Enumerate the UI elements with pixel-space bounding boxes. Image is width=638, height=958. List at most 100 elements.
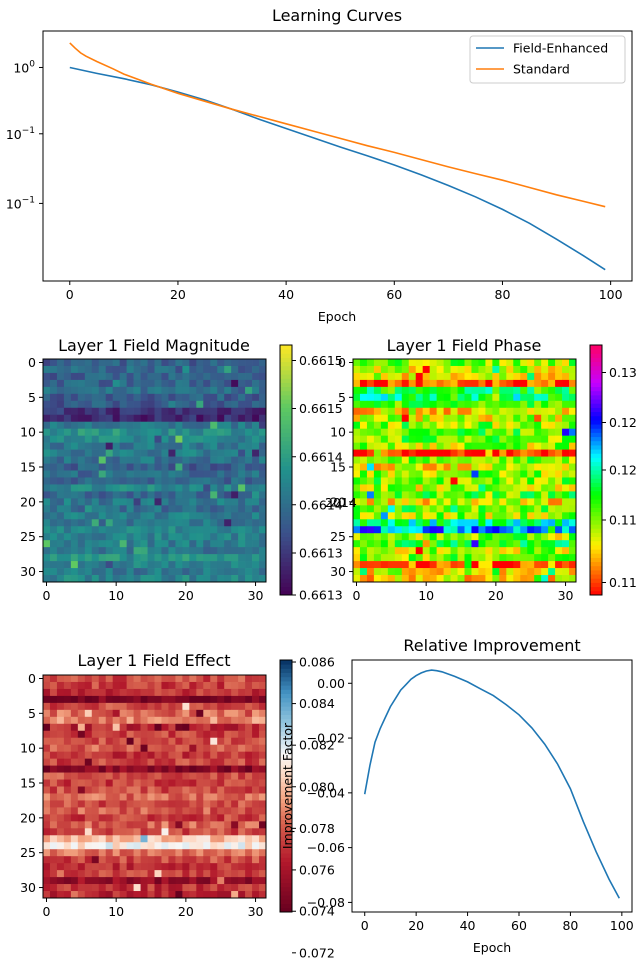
heatmap-cell [387, 575, 396, 583]
y-tick-label: 5 [338, 390, 346, 405]
heatmap-cell [471, 359, 479, 367]
heatmap-cell [259, 554, 267, 562]
heatmap-cell [513, 463, 521, 471]
heatmap-cell [436, 372, 444, 381]
heatmap-cell [140, 414, 148, 423]
heatmap-cell [98, 519, 107, 527]
colorbar-segment [590, 382, 602, 388]
colorbar-segment [590, 590, 602, 596]
heatmap-cell [77, 849, 86, 857]
heatmap-cell [534, 421, 542, 430]
heatmap-cell [252, 814, 260, 822]
heatmap-cell [527, 359, 535, 367]
heatmap-cell [555, 449, 563, 457]
heatmap-cell [217, 442, 225, 450]
heatmap-cell [359, 491, 368, 499]
heatmap-cell [196, 821, 204, 829]
heatmap-cell [77, 807, 86, 815]
heatmap-cell [168, 491, 176, 499]
heatmap-cell [203, 359, 211, 367]
heatmap-cell [196, 491, 204, 499]
heatmap-cell [541, 442, 549, 450]
heatmap-cell [569, 561, 577, 569]
heatmap-cell [238, 400, 246, 409]
heatmap-cell [161, 737, 169, 746]
heatmap-cell [56, 554, 65, 562]
heatmap-cell [161, 709, 169, 718]
heatmap-cell [499, 491, 507, 499]
heatmap-cell [112, 702, 121, 711]
heatmap-cell [112, 442, 121, 450]
heatmap-cell [49, 526, 58, 534]
heatmap-cell [252, 807, 260, 815]
heatmap-cell [140, 470, 148, 478]
heatmap-cell [443, 379, 451, 388]
colorbar-segment [280, 836, 292, 841]
x-tick-label: 40 [278, 287, 294, 302]
heatmap-cell [238, 856, 246, 864]
heatmap-cell [147, 477, 155, 485]
heatmap-cell [56, 877, 65, 885]
heatmap-cell [485, 379, 493, 388]
y-tick-label: −0.06 [307, 840, 345, 855]
heatmap-cell [548, 561, 556, 569]
heatmap-cell [520, 414, 528, 423]
heatmap-cell [217, 688, 225, 697]
heatmap-cell [56, 456, 65, 464]
heatmap-cell [506, 561, 514, 569]
heatmap-cell [252, 456, 260, 464]
heatmap-cell [238, 456, 246, 464]
heatmap-cell [126, 484, 134, 492]
heatmap-cell [231, 758, 239, 766]
heatmap-cell [443, 359, 451, 367]
heatmap-cell [224, 379, 232, 388]
heatmap-cell [196, 681, 204, 690]
heatmap-cell [259, 400, 267, 409]
heatmap-cell [189, 863, 197, 871]
heatmap-cell [168, 477, 176, 485]
heatmap-cell [359, 554, 368, 562]
heatmap-cell [527, 414, 535, 423]
heatmap-cell [91, 681, 100, 690]
heatmap-cell [217, 842, 225, 850]
heatmap-cell [119, 675, 127, 683]
heatmap-cell [84, 716, 93, 725]
heatmap-cell [464, 359, 472, 367]
heatmap-cell [506, 428, 514, 437]
heatmap-cell [387, 359, 396, 367]
heatmap-cell [534, 533, 542, 541]
heatmap-cell [443, 491, 451, 499]
heatmap-cell [513, 414, 521, 423]
heatmap-cell [506, 456, 514, 464]
heatmap-cell [569, 568, 577, 576]
heatmap-cell [43, 372, 51, 381]
heatmap-cell [168, 372, 176, 381]
heatmap-cell [224, 688, 232, 697]
heatmap-cell [429, 456, 437, 464]
heatmap-cell [224, 737, 232, 746]
heatmap-cell [373, 554, 382, 562]
heatmap-cell [189, 547, 197, 555]
heatmap-cell [119, 744, 127, 753]
heatmap-cell [464, 554, 472, 562]
heatmap-cell [555, 519, 563, 527]
colorbar-segment [280, 440, 292, 446]
heatmap-cell [77, 744, 86, 753]
heatmap-cell [252, 772, 260, 780]
heatmap-cell [203, 765, 211, 773]
heatmap-cell [203, 730, 211, 739]
heatmap-cell [161, 526, 169, 534]
colorbar-segment [280, 899, 292, 904]
heatmap-cell [84, 568, 93, 576]
heatmap-cell [387, 372, 396, 381]
x-tick-label: 20 [170, 287, 186, 302]
heatmap-cell [520, 568, 528, 576]
heatmap-cell [196, 751, 204, 759]
heatmap-cell [91, 568, 100, 576]
heatmap-cell [534, 477, 542, 485]
heatmap-cell [359, 456, 368, 464]
heatmap-cell [499, 372, 507, 381]
heatmap-cell [217, 891, 225, 899]
heatmap-cell [224, 359, 232, 367]
colorbar-segment [590, 553, 602, 558]
